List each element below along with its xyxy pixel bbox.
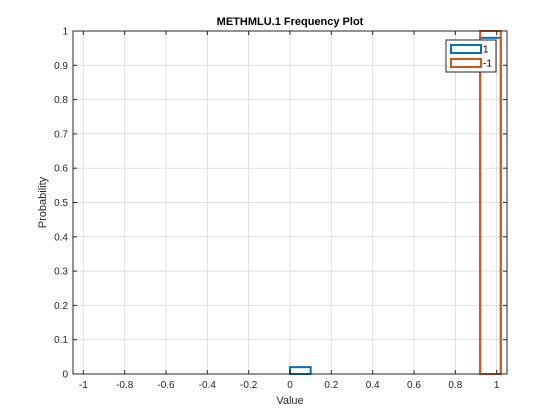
axis-ticks: -1 -0.8 -0.6 -0.4 -0.2 0 0.2 0.4 0.6 0.8 1 0 0.1 0.2 0… [54,27,507,391]
x-tick-label: -0.4 [199,380,217,391]
x-tick-label: 0.4 [366,380,380,391]
x-tick-label: 0.6 [407,380,421,391]
y-tick-label: 0 [62,370,68,381]
x-tick-label: -0.2 [240,380,258,391]
x-tick-label: 0 [287,380,293,391]
y-tick-label: 0.8 [54,95,68,106]
y-tick-label: 0.2 [54,301,68,312]
legend-swatch [450,44,482,54]
y-tick-label: 0.9 [54,61,68,72]
x-tick-label: 0.8 [448,380,462,391]
legend: 1-1 [445,39,497,73]
x-tick-label: 0.2 [324,380,338,391]
x-axis-label: Value [276,395,303,407]
legend-entry-label: 1 [483,45,489,56]
x-tick-label: 1 [494,380,500,391]
chart-title: METHMLU.1 Frequency Plot [217,16,364,28]
y-tick-label: 0.4 [54,232,68,243]
y-axis-label: Probability [37,176,49,228]
x-tick-label: -0.6 [157,380,175,391]
y-tick-label: 0.3 [54,267,68,278]
legend-entry-label: -1 [483,59,492,70]
y-tick-label: 0.1 [54,335,68,346]
y-tick-label: 0.7 [54,129,68,140]
y-tick-label: 0.6 [54,164,68,175]
y-tick-label: 0.5 [54,198,68,209]
legend-swatch [450,58,482,68]
x-tick-label: -0.8 [116,380,134,391]
x-tick-label: -1 [79,380,88,391]
y-tick-label: 1 [62,27,68,38]
